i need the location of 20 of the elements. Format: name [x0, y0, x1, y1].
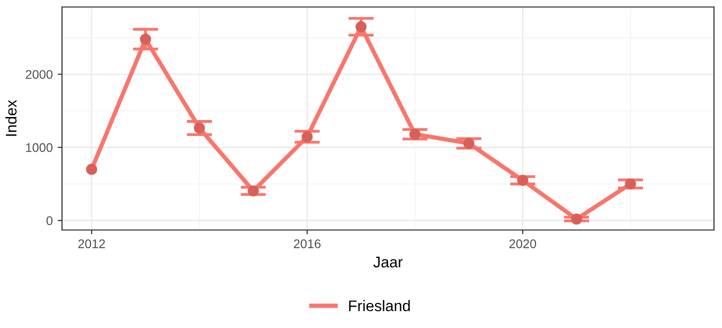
y-axis-title: Index — [5, 100, 17, 136]
point — [571, 213, 582, 225]
point — [194, 122, 205, 134]
point — [302, 131, 313, 142]
y-tick-label: 2000 — [26, 70, 52, 79]
point — [517, 174, 528, 186]
point — [356, 21, 367, 32]
x-tick-label: 2012 — [78, 239, 105, 248]
point — [624, 178, 636, 190]
x-tick-label: 2020 — [509, 239, 536, 248]
x-tick-label: 2016 — [294, 239, 321, 248]
point — [409, 128, 420, 140]
x-axis-title: Jaar — [373, 256, 403, 268]
point — [140, 34, 152, 45]
point — [86, 164, 98, 175]
y-tick-label: 0 — [46, 216, 52, 226]
point — [463, 138, 474, 149]
y-tick-label: 1000 — [26, 143, 52, 152]
legend-label: Friesland — [349, 300, 410, 312]
point — [248, 185, 259, 196]
